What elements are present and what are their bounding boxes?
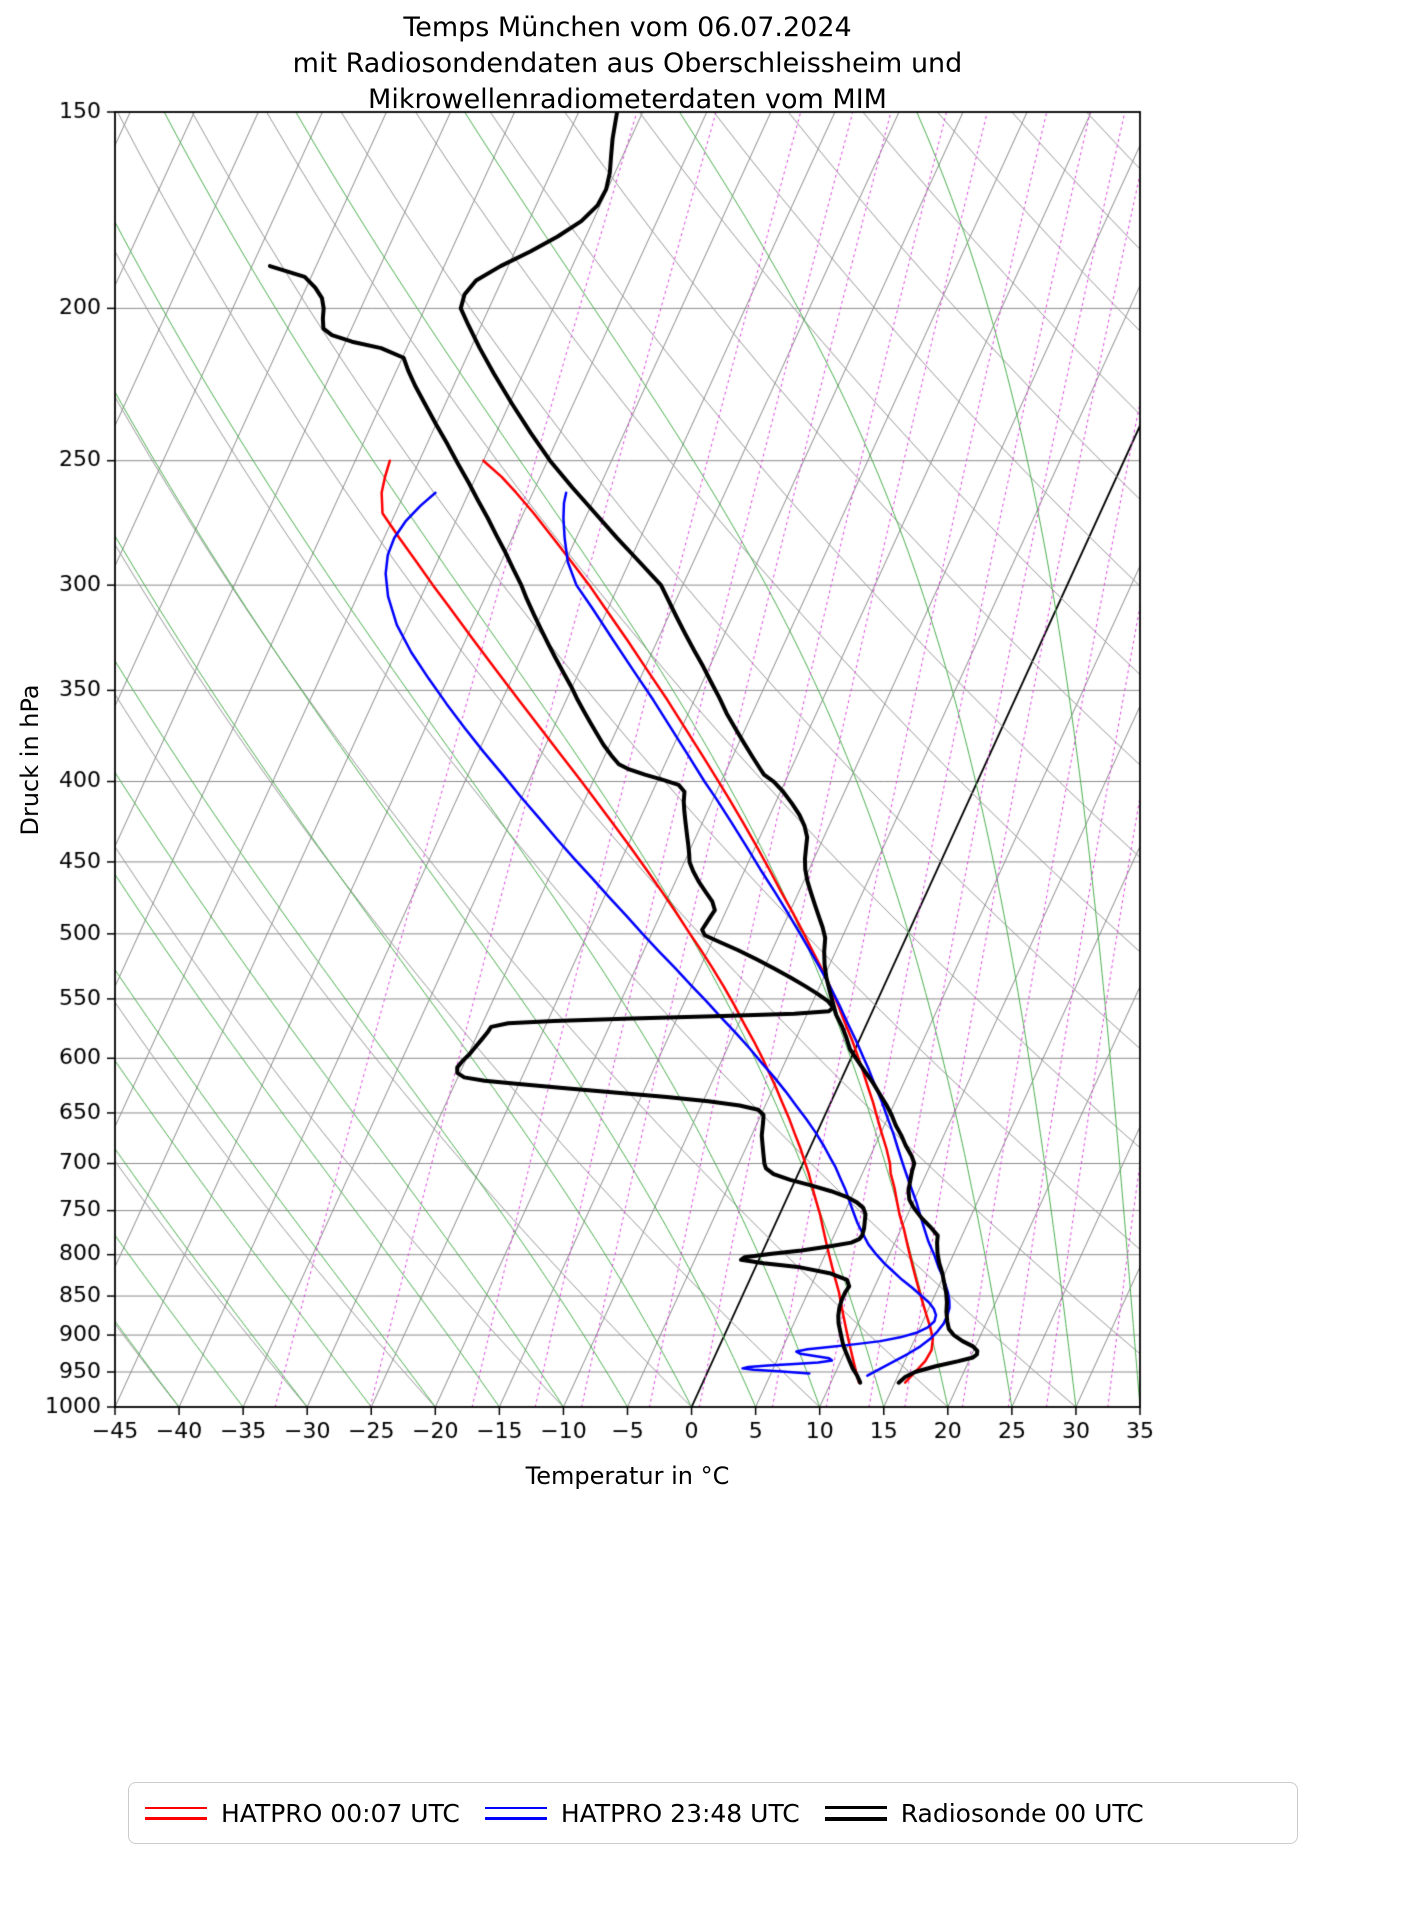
legend-item-radiosonde: Radiosonde 00 UTC: [824, 1798, 1144, 1828]
legend: HATPRO 00:07 UTC HATPRO 23:48 UTC Radios…: [128, 1782, 1298, 1844]
chart-title-line2: mit Radiosondendaten aus Oberschleisshei…: [292, 48, 963, 79]
legend-label-hatpro-0007: HATPRO 00:07 UTC: [221, 1798, 460, 1828]
x-axis-label: Temperatur in °C: [525, 1462, 730, 1490]
legend-line-swatch-black: [824, 1805, 887, 1821]
legend-item-hatpro-2348: HATPRO 23:48 UTC: [484, 1798, 800, 1828]
chart-title-line3: Mikrowellenradiometerdaten vom MIM: [368, 84, 887, 115]
legend-item-hatpro-0007: HATPRO 00:07 UTC: [145, 1799, 460, 1828]
legend-label-hatpro-2348: HATPRO 23:48 UTC: [560, 1798, 800, 1828]
chart-title: Temps München vom 06.07.2024 mit Radioso…: [115, 10, 1140, 118]
legend-label-radiosonde: Radiosonde 00 UTC: [900, 1798, 1144, 1828]
chart-title-line1: Temps München vom 06.07.2024: [403, 12, 852, 43]
legend-line-swatch-red: [145, 1806, 207, 1820]
legend-line-swatch-blue: [484, 1806, 547, 1820]
y-axis-label: Druck in hPa: [16, 684, 44, 836]
